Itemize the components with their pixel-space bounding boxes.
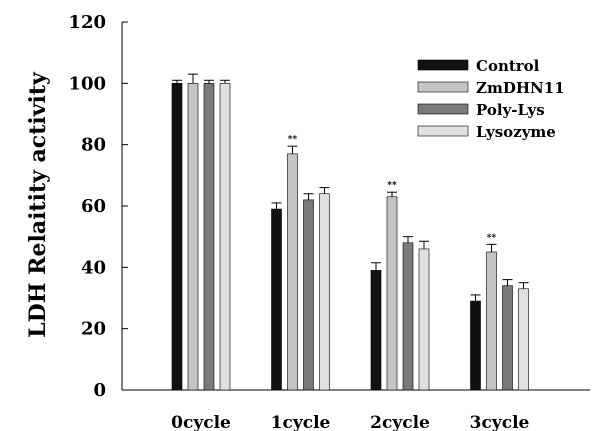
y-tick-label: 120 [68, 12, 106, 33]
bar [303, 199, 314, 391]
bar [287, 153, 298, 391]
significance-label: ** [387, 181, 397, 191]
x-tick-label: 1cycle [271, 413, 331, 431]
bar [219, 83, 231, 391]
bar [402, 242, 414, 391]
y-tick-label: 60 [81, 196, 106, 217]
y-tick-label: 40 [81, 257, 106, 278]
bar [386, 196, 398, 391]
y-tick-label: 100 [68, 73, 106, 94]
bar [271, 208, 282, 391]
legend-swatch [417, 59, 469, 71]
y-tick-label: 0 [93, 380, 106, 401]
y-axis-title: LDH Relaitity activity [25, 71, 51, 338]
chart-legend: Control ZmDHN11 Poly-Lys Lysozyme [417, 57, 565, 141]
legend-label: ZmDHN11 [476, 79, 565, 97]
legend-label: Poly-Lys [476, 101, 545, 119]
bar [486, 251, 497, 391]
significance-label: ** [487, 233, 497, 243]
legend-swatch [417, 81, 469, 93]
legend-label: Control [476, 57, 540, 75]
legend-swatch [417, 125, 469, 137]
chart-bars: ** ** ** [171, 73, 529, 391]
bar [203, 83, 215, 391]
legend-swatch [417, 103, 469, 115]
bar [418, 248, 430, 391]
y-tick-label: 80 [81, 135, 106, 156]
legend-label: Lysozyme [476, 123, 556, 141]
x-tick-label: 0cycle [171, 413, 231, 431]
x-tick-label: 2cycle [370, 413, 430, 431]
bar [171, 83, 183, 391]
bar [502, 285, 513, 391]
chart-axes: 0 20 40 60 80 100 120 0cycle 1cycle 2cycle 3cycle [68, 12, 590, 431]
bar [319, 193, 330, 391]
significance-label: ** [288, 135, 298, 145]
bar [187, 83, 199, 391]
x-tick-label: 3cycle [470, 413, 530, 431]
bar [370, 270, 382, 391]
bar [518, 288, 529, 391]
y-tick-label: 20 [81, 319, 106, 340]
bar [470, 300, 481, 391]
